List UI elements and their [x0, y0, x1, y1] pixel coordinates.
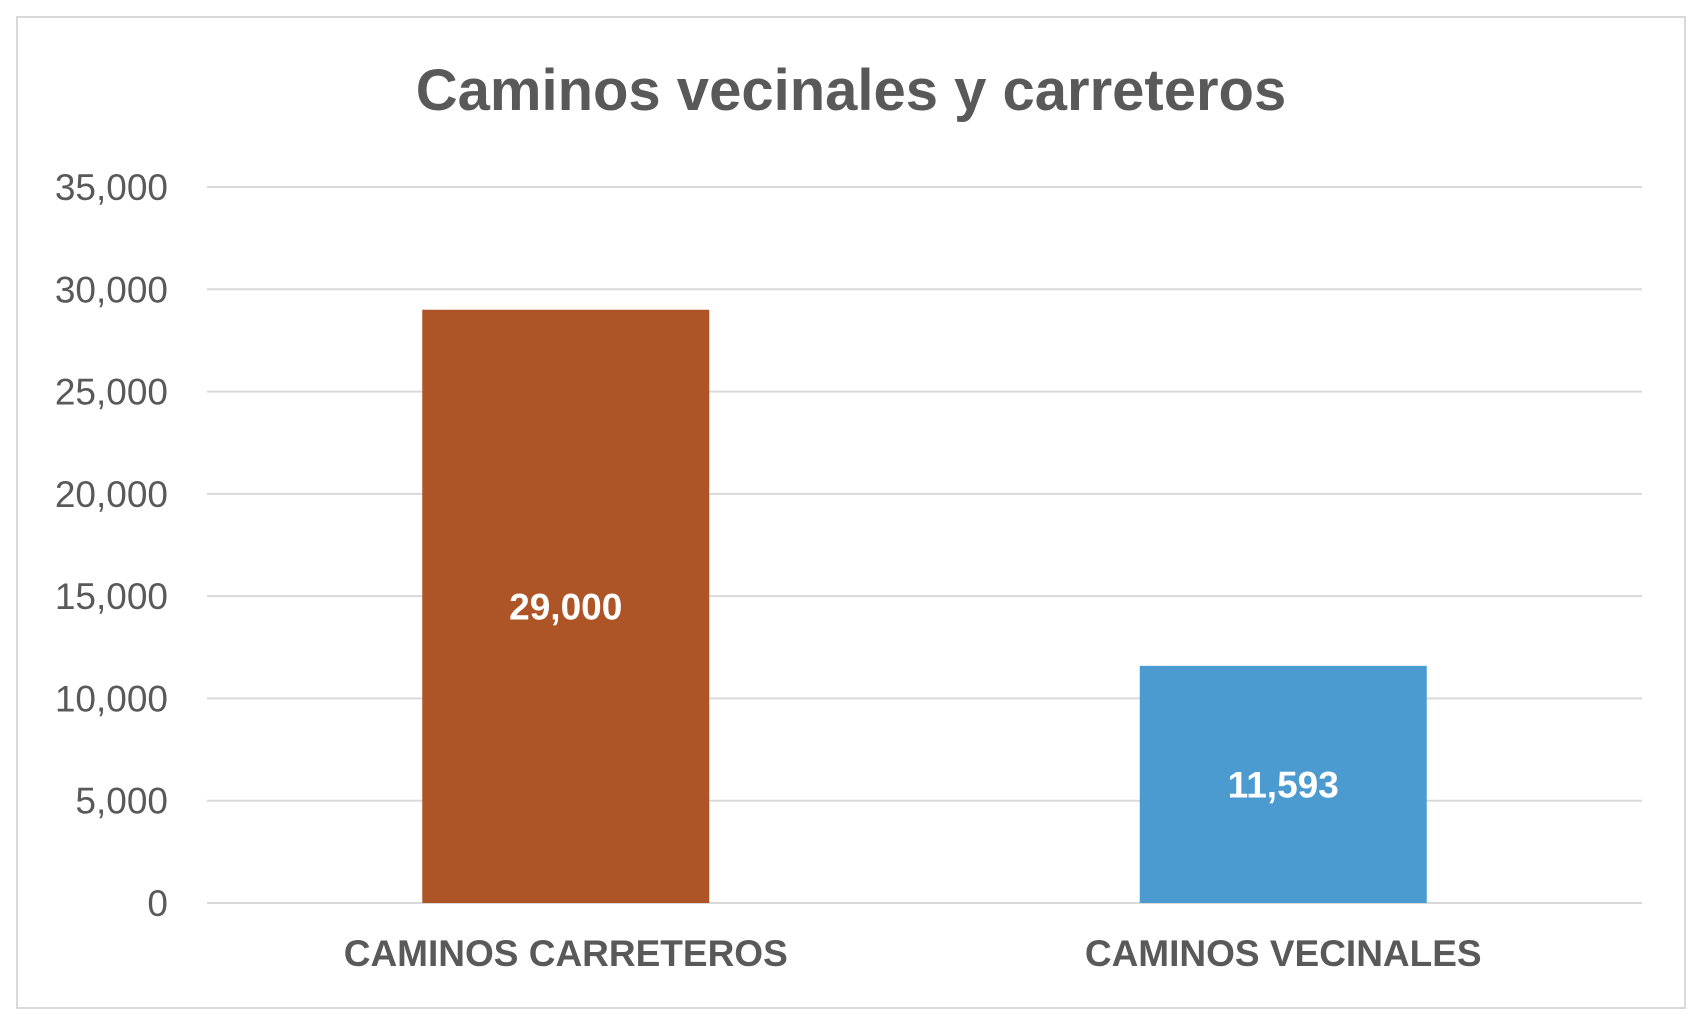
y-tick-label: 5,000 [75, 781, 168, 822]
y-tick-label: 0 [147, 883, 168, 924]
y-tick-label: 20,000 [55, 474, 168, 515]
y-tick-label: 15,000 [55, 576, 168, 617]
bar [1139, 665, 1427, 903]
bars [422, 309, 1427, 903]
x-category-label: CAMINOS CARRETEROS [344, 933, 788, 974]
y-tick-label: 25,000 [55, 372, 168, 413]
y-tick-label: 35,000 [55, 167, 168, 208]
data-label: 29,000 [509, 586, 622, 627]
x-axis-categories: CAMINOS CARRETEROS CAMINOS VECINALES [344, 933, 1482, 974]
data-labels: 29,000 11,593 [509, 586, 1339, 805]
bar [422, 309, 710, 903]
y-tick-label: 30,000 [55, 269, 168, 310]
chart-title: Caminos vecinales y carreteros [416, 58, 1286, 123]
data-label: 11,593 [1228, 764, 1339, 805]
y-axis-ticks: 0 5,000 10,000 15,000 20,000 25,000 30,000 35,0… [55, 167, 168, 924]
x-category-label: CAMINOS VECINALES [1085, 933, 1482, 974]
y-tick-label: 10,000 [55, 678, 168, 719]
